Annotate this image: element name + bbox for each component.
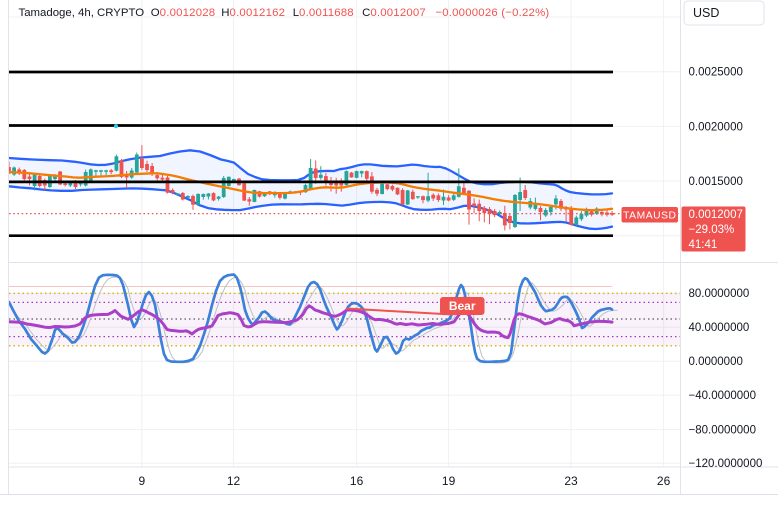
svg-text:23: 23 [564, 474, 578, 488]
svg-text:−120.0000000: −120.0000000 [689, 458, 763, 470]
svg-text:USD: USD [693, 6, 719, 20]
svg-text:19: 19 [442, 474, 456, 488]
svg-text:40.0000000: 40.0000000 [689, 322, 750, 334]
svg-text:0.0015000: 0.0015000 [689, 176, 743, 188]
svg-text:−0.0000026 (−0.22%): −0.0000026 (−0.22%) [435, 7, 549, 19]
svg-text:0.0020000: 0.0020000 [689, 121, 743, 133]
svg-text:41:41: 41:41 [689, 239, 718, 251]
svg-text:O0.0012028: O0.0012028 [151, 7, 216, 19]
svg-text:H0.0012162: H0.0012162 [221, 7, 285, 19]
svg-text:0.0000000: 0.0000000 [689, 356, 743, 368]
svg-text:Bear: Bear [449, 299, 476, 313]
svg-text:16: 16 [350, 474, 364, 488]
svg-text:L0.0011688: L0.0011688 [293, 7, 354, 19]
svg-text:80.0000000: 80.0000000 [689, 288, 750, 300]
svg-text:9: 9 [138, 474, 145, 488]
svg-text:0.0025000: 0.0025000 [689, 67, 743, 79]
svg-text:12: 12 [227, 474, 241, 488]
svg-text:Tamadoge, 4h, CRYPTO: Tamadoge, 4h, CRYPTO [19, 7, 145, 19]
svg-text:−29.03%: −29.03% [689, 224, 735, 236]
svg-text:26: 26 [657, 474, 671, 488]
svg-text:−40.0000000: −40.0000000 [689, 390, 756, 402]
svg-text:C0.0012007: C0.0012007 [362, 7, 426, 19]
svg-text:0.0012007: 0.0012007 [689, 209, 743, 221]
svg-text:−80.0000000: −80.0000000 [689, 425, 756, 437]
svg-text:TAMAUSD: TAMAUSD [623, 211, 676, 222]
